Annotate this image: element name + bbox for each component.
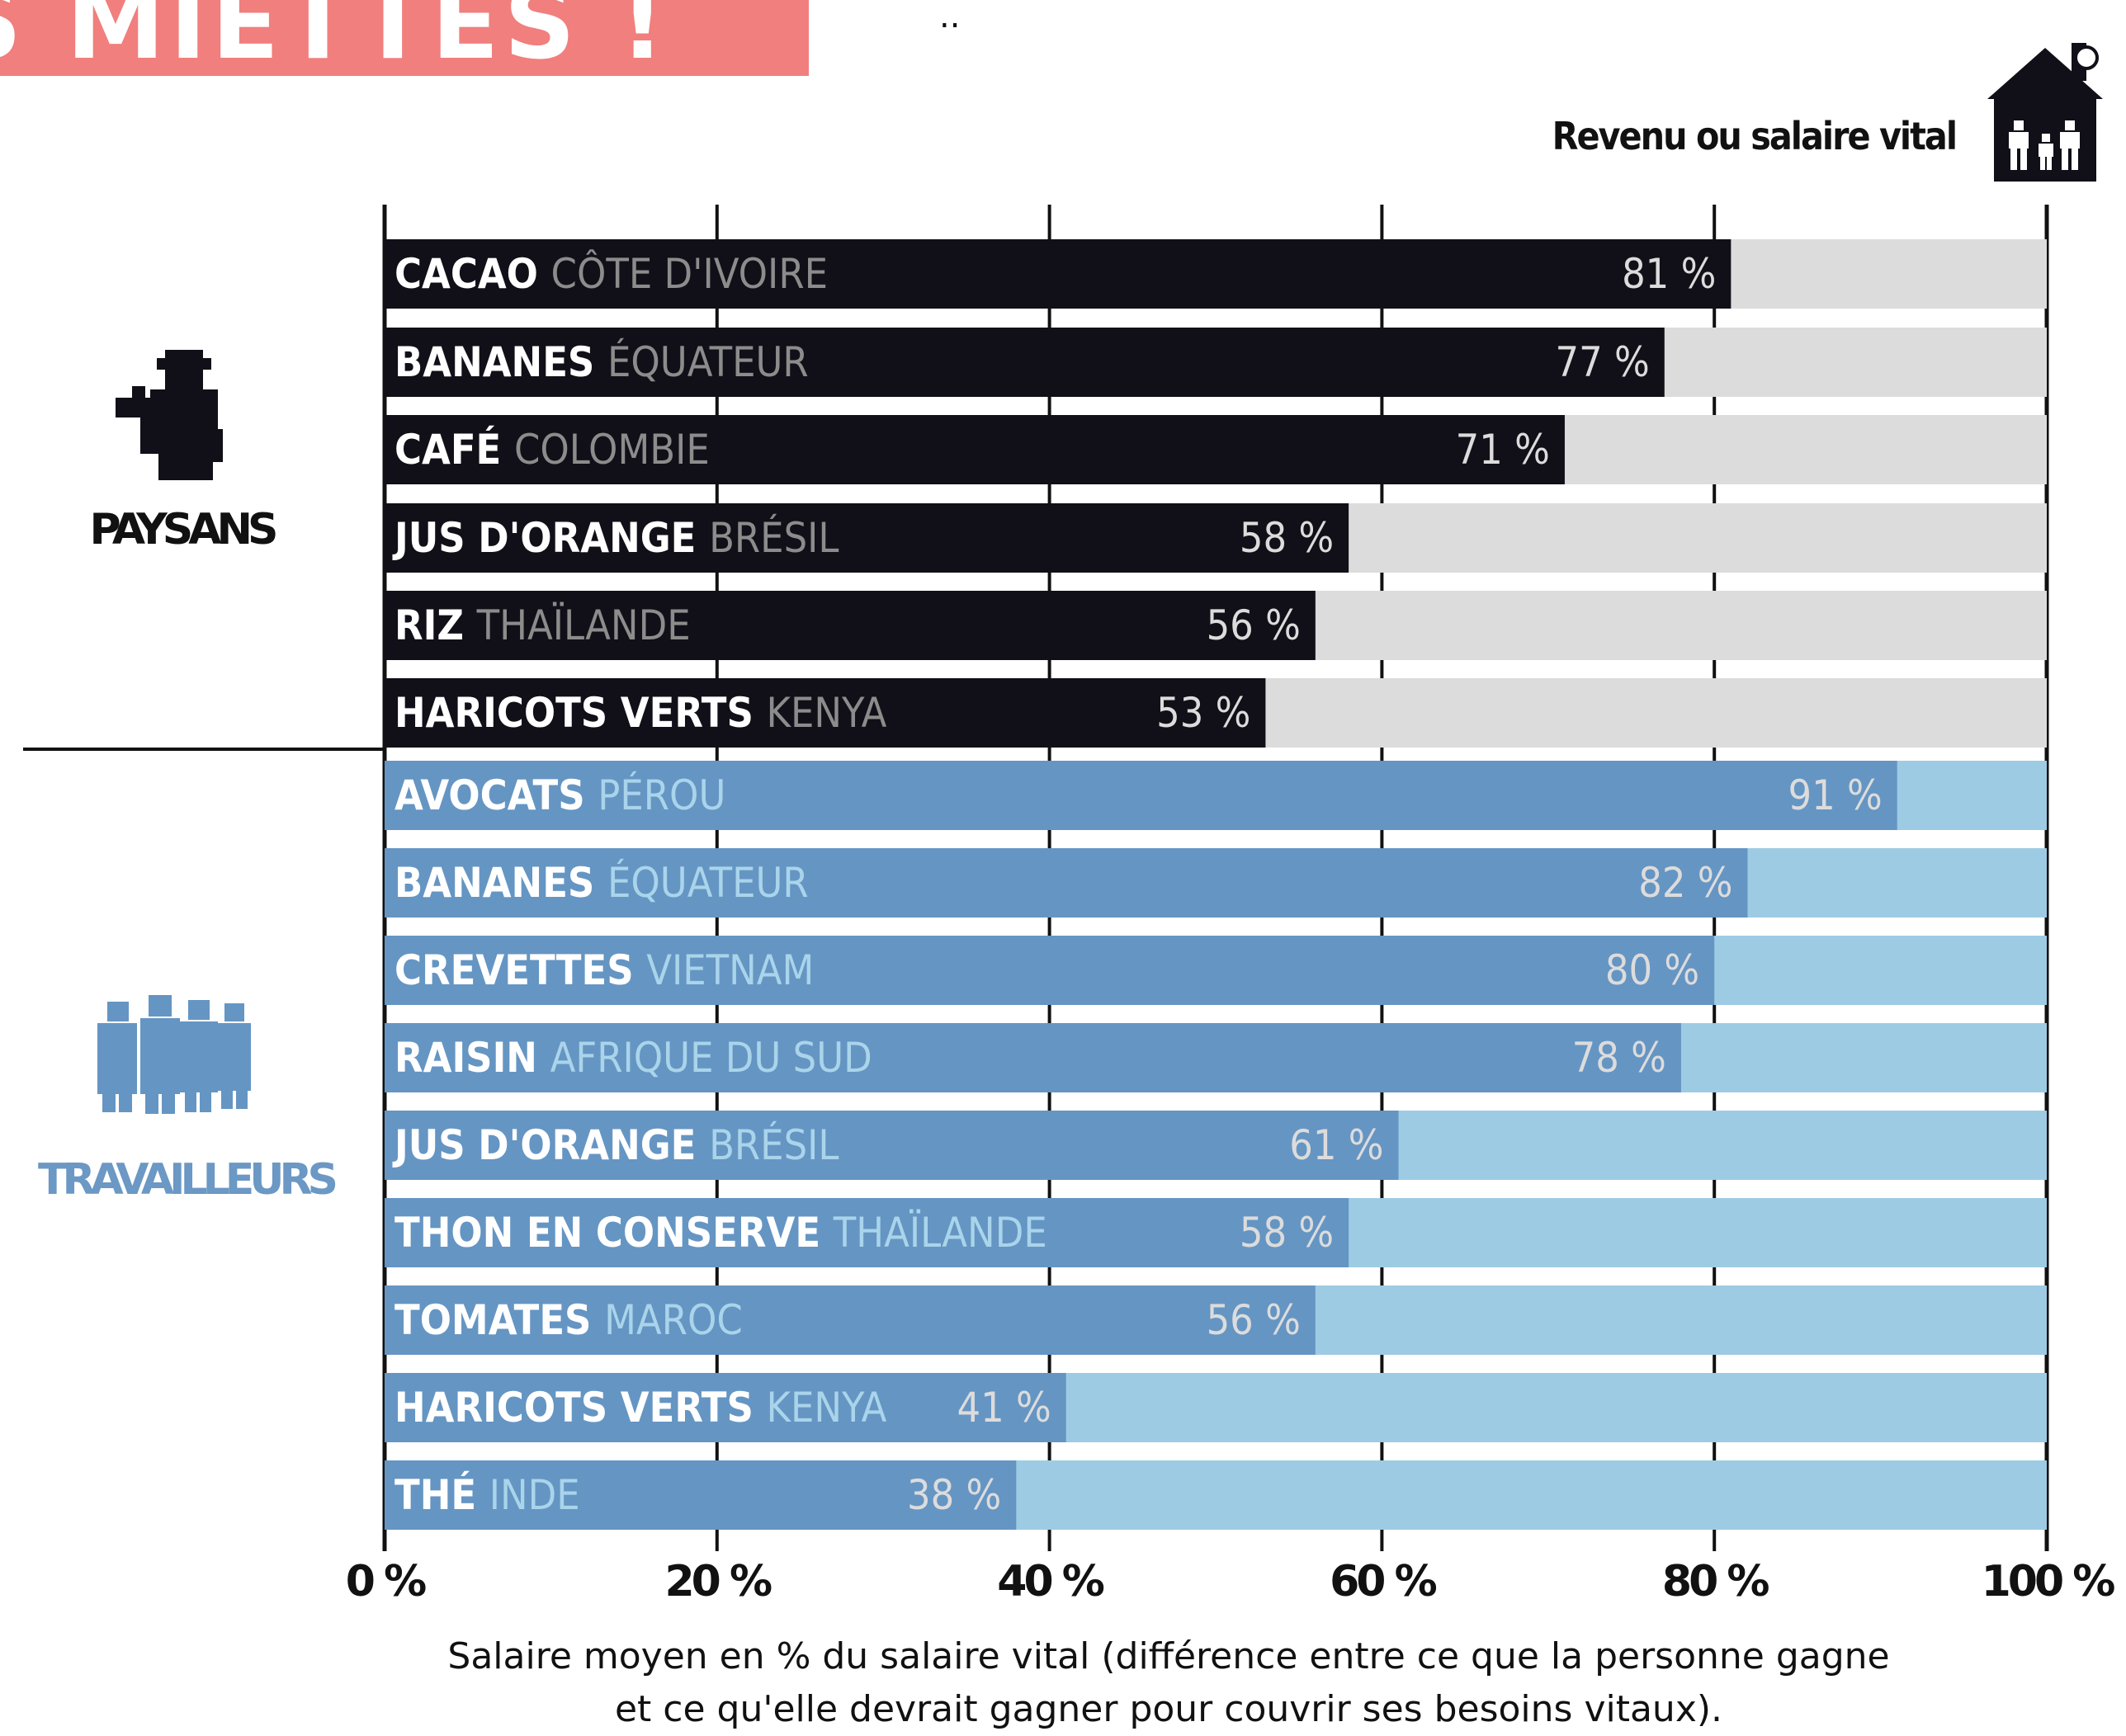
- bar-country: PÉROU: [598, 771, 725, 819]
- bar-country: ÉQUATEUR: [607, 858, 809, 907]
- bar-product: THON EN CONSERVE: [394, 1209, 834, 1257]
- bar-value-label: 61 %: [1289, 1121, 1383, 1169]
- bar-country: THAÏLANDE: [833, 1209, 1047, 1257]
- bar-country: BRÉSIL: [709, 1120, 839, 1169]
- bar: [385, 1285, 1316, 1355]
- bar-country: VIETNAM: [646, 946, 814, 994]
- bar-label: CACAO CÔTE D'IVOIRE: [394, 249, 828, 298]
- bar-product: CREVETTES: [394, 946, 646, 994]
- bar-value-label: 41 %: [957, 1384, 1051, 1432]
- bar-product: BANANES: [394, 859, 607, 907]
- x-tick-label: 60 %: [1330, 1557, 1436, 1606]
- bar: [385, 1023, 1681, 1092]
- caption-line-1: Salaire moyen en % du salaire vital (dif…: [447, 1635, 1890, 1677]
- bar-product: BANANES: [394, 338, 607, 386]
- bar: [385, 936, 1715, 1005]
- bar-product: HARICOTS VERTS: [394, 689, 767, 737]
- page-title: S MIETTES !: [0, 0, 670, 76]
- bar-value-label: 80 %: [1605, 946, 1699, 994]
- x-tick-label: 20 %: [665, 1557, 772, 1606]
- bar-value-label: 78 %: [1572, 1034, 1666, 1082]
- bar-label: BANANES ÉQUATEUR: [394, 337, 809, 386]
- bar-country: KENYA: [767, 1384, 887, 1432]
- group-label-travailleurs: TRAVAILLEURS: [37, 1155, 338, 1205]
- bar: [385, 591, 1316, 660]
- bar: [385, 1373, 1066, 1442]
- bar-value-label: 53 %: [1156, 689, 1250, 737]
- bar-label: CREVETTES VIETNAM: [394, 946, 814, 994]
- bar-label: AVOCATS PÉROU: [394, 771, 725, 819]
- bar-country: KENYA: [767, 689, 887, 737]
- bar-label: RAISIN AFRIQUE DU SUD: [394, 1034, 872, 1082]
- bar-country: ÉQUATEUR: [607, 337, 809, 386]
- bar-value-label: 81 %: [1622, 250, 1716, 298]
- group-divider: [23, 748, 383, 751]
- bar-country: THAÏLANDE: [476, 601, 691, 649]
- bar-value-label: 38 %: [907, 1471, 1001, 1519]
- bar: [385, 1111, 1399, 1180]
- bar-value-label: 56 %: [1207, 601, 1301, 649]
- bar: [385, 761, 1897, 830]
- farmer-icon: [116, 350, 223, 480]
- bar-product: AVOCATS: [394, 771, 598, 819]
- bar-product: JUS D'ORANGE: [392, 1121, 709, 1169]
- workers-icon: [97, 995, 251, 1114]
- bar-product: RIZ: [394, 601, 477, 649]
- bar-value-label: 82 %: [1638, 859, 1732, 907]
- bar: [385, 1198, 1349, 1267]
- caption-line-2: et ce qu'elle devrait gagner pour couvri…: [614, 1688, 1723, 1730]
- bar-product: CACAO: [394, 250, 551, 298]
- title-banner: S MIETTES !: [0, 0, 809, 76]
- decorative-dots: ..: [939, 0, 961, 35]
- bar-label: BANANES ÉQUATEUR: [394, 858, 809, 907]
- bar-product: RAISIN: [394, 1034, 550, 1082]
- chart-caption: Salaire moyen en % du salaire vital (dif…: [281, 1630, 2057, 1736]
- bar: [385, 328, 1665, 397]
- bar-country: MAROC: [604, 1296, 743, 1344]
- bar-label: TOMATES MAROC: [394, 1296, 743, 1344]
- bar-value-label: 77 %: [1556, 338, 1650, 386]
- bar: [385, 848, 1748, 918]
- house-icon: [1987, 43, 2103, 182]
- bar: [385, 1460, 1017, 1530]
- bar: [385, 678, 1266, 748]
- bar: [385, 239, 1732, 309]
- bar-country: AFRIQUE DU SUD: [550, 1034, 872, 1082]
- bar-country: CÔTE D'IVOIRE: [551, 249, 828, 298]
- bar-label: HARICOTS VERTS KENYA: [394, 689, 887, 737]
- bar-product: TOMATES: [394, 1296, 604, 1344]
- bars-layer: CACAO CÔTE D'IVOIRE 81 % BANANES ÉQUATEUR 7…: [385, 239, 2047, 1530]
- bar-country: BRÉSIL: [709, 513, 839, 562]
- bar-value-label: 56 %: [1207, 1296, 1301, 1344]
- bar-value-label: 58 %: [1240, 1209, 1334, 1257]
- bar-label: JUS D'ORANGE BRÉSIL: [392, 1120, 839, 1169]
- bar-label: THON EN CONSERVE THAÏLANDE: [394, 1209, 1047, 1257]
- bar-product: JUS D'ORANGE: [392, 514, 709, 562]
- bar-label: RIZ THAÏLANDE: [394, 601, 691, 649]
- bar-product: CAFÉ: [394, 425, 514, 474]
- legend-label: Revenu ou salaire vital: [1552, 114, 1958, 158]
- bar-product: HARICOTS VERTS: [394, 1384, 767, 1432]
- bar-label: CAFÉ COLOMBIE: [394, 425, 710, 474]
- bar-label: JUS D'ORANGE BRÉSIL: [392, 513, 839, 562]
- bar-product: THÉ: [394, 1470, 489, 1519]
- bar-country: INDE: [489, 1471, 580, 1519]
- bar-country: COLOMBIE: [514, 426, 710, 474]
- group-label-paysans: PAYSANS: [89, 505, 279, 554]
- x-tick-label: 40 %: [997, 1557, 1103, 1606]
- bar-value-label: 58 %: [1240, 514, 1334, 562]
- x-tick-label: 80 %: [1662, 1557, 1769, 1606]
- bar-label: THÉ INDE: [394, 1470, 580, 1519]
- bar: [385, 415, 1565, 484]
- bar: [385, 503, 1349, 573]
- x-tick-label: 100 %: [1982, 1557, 2115, 1606]
- x-tick-label: 0 %: [346, 1557, 426, 1606]
- bar-value-label: 71 %: [1456, 426, 1550, 474]
- bar-value-label: 91 %: [1788, 771, 1882, 819]
- bar-label: HARICOTS VERTS KENYA: [394, 1384, 887, 1432]
